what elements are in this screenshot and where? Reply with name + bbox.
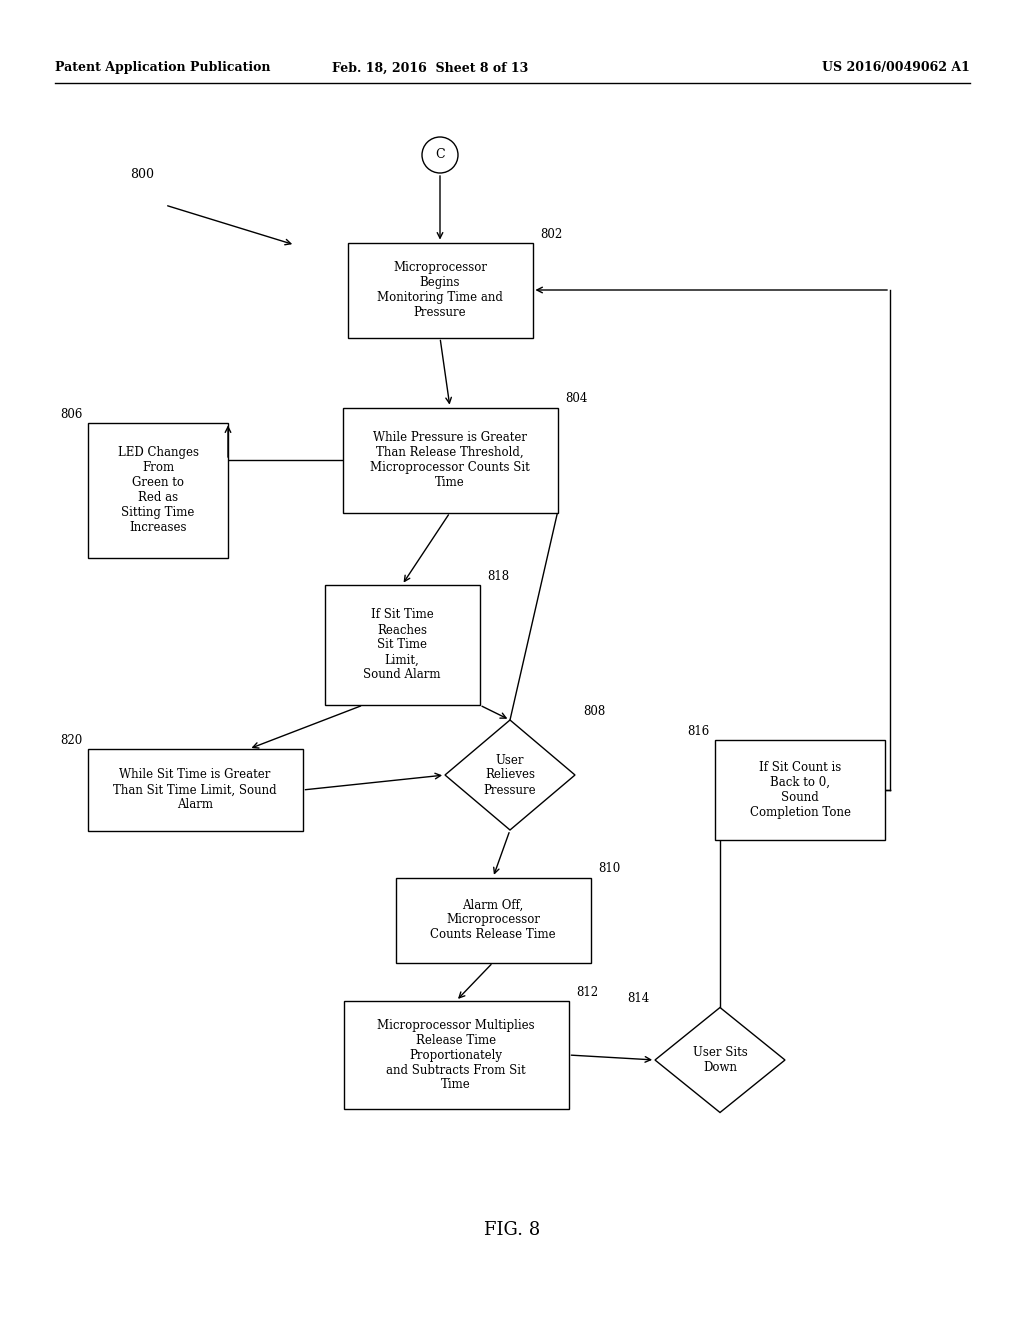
Text: User Sits
Down: User Sits Down (692, 1045, 748, 1074)
Text: If Sit Time
Reaches
Sit Time
Limit,
Sound Alarm: If Sit Time Reaches Sit Time Limit, Soun… (364, 609, 440, 681)
Text: 804: 804 (565, 392, 588, 405)
Text: User
Relieves
Pressure: User Relieves Pressure (483, 754, 537, 796)
Text: C: C (435, 149, 444, 161)
Text: 810: 810 (598, 862, 621, 875)
Text: 806: 806 (60, 408, 83, 421)
FancyBboxPatch shape (325, 585, 479, 705)
FancyBboxPatch shape (342, 408, 557, 512)
FancyBboxPatch shape (88, 422, 228, 557)
Text: If Sit Count is
Back to 0,
Sound
Completion Tone: If Sit Count is Back to 0, Sound Complet… (750, 762, 851, 818)
Text: While Sit Time is Greater
Than Sit Time Limit, Sound
Alarm: While Sit Time is Greater Than Sit Time … (114, 768, 276, 812)
Text: FIG. 8: FIG. 8 (484, 1221, 540, 1239)
Text: Patent Application Publication: Patent Application Publication (55, 62, 270, 74)
Text: US 2016/0049062 A1: US 2016/0049062 A1 (822, 62, 970, 74)
Text: 820: 820 (60, 734, 83, 747)
Text: 818: 818 (487, 570, 510, 583)
Text: Alarm Off,
Microprocessor
Counts Release Time: Alarm Off, Microprocessor Counts Release… (430, 899, 556, 941)
FancyBboxPatch shape (347, 243, 532, 338)
Text: While Pressure is Greater
Than Release Threshold,
Microprocessor Counts Sit
Time: While Pressure is Greater Than Release T… (370, 432, 529, 488)
FancyBboxPatch shape (343, 1001, 568, 1109)
FancyBboxPatch shape (715, 741, 885, 840)
Polygon shape (445, 719, 575, 830)
Text: LED Changes
From
Green to
Red as
Sitting Time
Increases: LED Changes From Green to Red as Sitting… (118, 446, 199, 535)
Text: 816: 816 (688, 725, 710, 738)
Text: Microprocessor Multiplies
Release Time
Proportionately
and Subtracts From Sit
Ti: Microprocessor Multiplies Release Time P… (377, 1019, 535, 1092)
FancyBboxPatch shape (87, 748, 302, 832)
Text: 808: 808 (583, 705, 605, 718)
Text: 800: 800 (130, 169, 154, 181)
Polygon shape (655, 1007, 785, 1113)
Text: 802: 802 (541, 227, 563, 240)
Text: Microprocessor
Begins
Monitoring Time and
Pressure: Microprocessor Begins Monitoring Time an… (377, 261, 503, 319)
Text: Feb. 18, 2016  Sheet 8 of 13: Feb. 18, 2016 Sheet 8 of 13 (332, 62, 528, 74)
Text: 814: 814 (628, 993, 650, 1006)
Text: 812: 812 (577, 986, 599, 999)
FancyBboxPatch shape (395, 878, 591, 962)
